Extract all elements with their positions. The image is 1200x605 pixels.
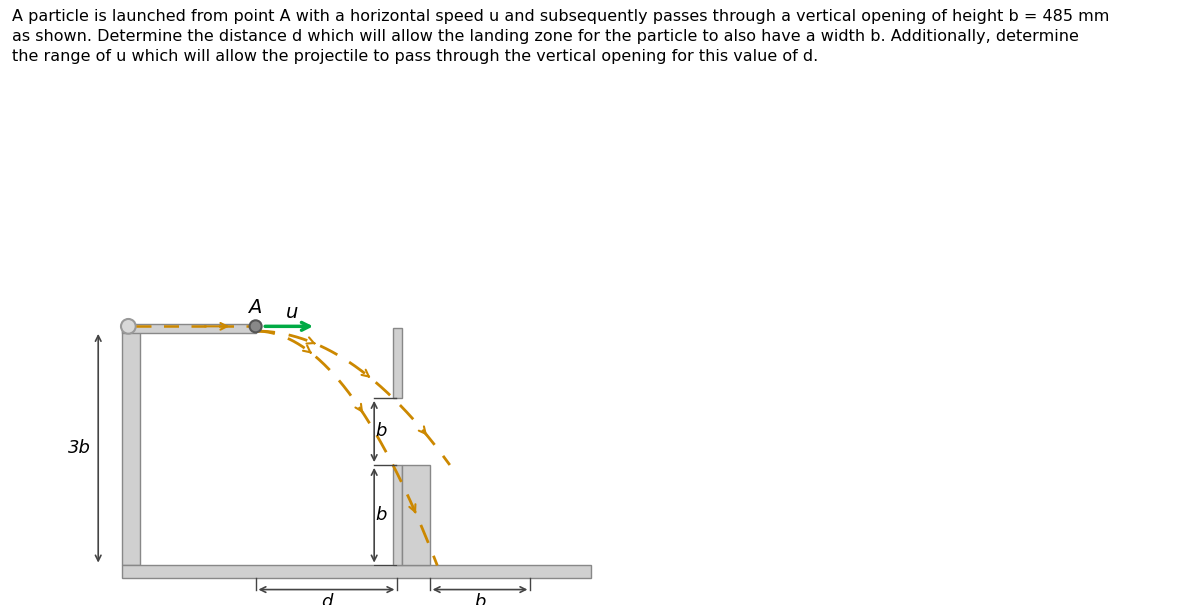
Text: b: b <box>474 593 486 605</box>
Circle shape <box>250 320 262 332</box>
Text: A: A <box>247 298 260 317</box>
Text: as shown. Determine the distance d which will allow the landing zone for the par: as shown. Determine the distance d which… <box>12 29 1079 44</box>
Text: A particle is launched from point A with a horizontal speed u and subsequently p: A particle is launched from point A with… <box>12 9 1109 24</box>
Circle shape <box>121 319 136 334</box>
Text: b: b <box>376 506 386 524</box>
Text: the range of u which will allow the projectile to pass through the vertical open: the range of u which will allow the proj… <box>12 49 818 64</box>
Bar <box>392 328 402 398</box>
Bar <box>121 566 590 578</box>
Text: 3b: 3b <box>68 439 91 457</box>
Bar <box>121 331 140 566</box>
Text: d: d <box>320 593 332 605</box>
Text: b: b <box>376 422 386 440</box>
Bar <box>402 465 430 566</box>
Text: u: u <box>287 304 299 322</box>
Bar <box>121 324 256 333</box>
Bar <box>392 465 402 566</box>
